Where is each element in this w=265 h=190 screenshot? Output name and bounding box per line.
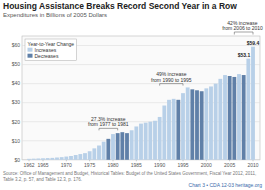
legend: Year-to-Year ChangeIncreasesDecreases bbox=[25, 39, 77, 61]
x-tick-label: 1990 bbox=[154, 162, 165, 168]
y-tick-label: $50 bbox=[12, 61, 21, 67]
bar bbox=[167, 100, 171, 160]
bar bbox=[232, 77, 236, 160]
bar bbox=[195, 90, 199, 160]
bar bbox=[120, 132, 124, 160]
x-tick-label: 1975 bbox=[84, 162, 95, 168]
x-tick-label: 2005 bbox=[224, 162, 235, 168]
bar bbox=[144, 123, 148, 160]
bar bbox=[214, 84, 218, 160]
bar bbox=[134, 126, 138, 159]
bar bbox=[186, 87, 190, 159]
bar bbox=[130, 130, 134, 160]
x-tick-label: 1995 bbox=[177, 162, 188, 168]
bar bbox=[36, 158, 40, 159]
title: Housing Assistance Breaks Record Second … bbox=[3, 1, 237, 11]
y-tick-label: $60 bbox=[12, 42, 21, 48]
bar bbox=[97, 146, 101, 160]
bar bbox=[162, 106, 166, 160]
y-tick-label: $30 bbox=[12, 99, 21, 105]
bar bbox=[176, 100, 180, 160]
annotation-bracket bbox=[234, 32, 253, 35]
bar bbox=[251, 47, 255, 160]
annotation-bracket bbox=[99, 128, 118, 130]
bar bbox=[200, 91, 204, 160]
bar bbox=[50, 158, 54, 160]
data-label: $53.1 bbox=[238, 52, 251, 58]
chart: Housing Assistance Breaks Record Second … bbox=[0, 0, 265, 190]
bar bbox=[148, 122, 152, 160]
bar bbox=[228, 76, 232, 160]
bar bbox=[102, 142, 106, 160]
data-label: $59.4 bbox=[247, 40, 260, 46]
x-tick-label: 1970 bbox=[61, 162, 72, 168]
bar bbox=[83, 153, 87, 160]
grid-line bbox=[22, 64, 260, 65]
bar bbox=[139, 124, 143, 160]
bar bbox=[190, 89, 194, 159]
bar bbox=[209, 86, 213, 159]
bar bbox=[237, 74, 241, 160]
bar bbox=[246, 59, 250, 160]
bar bbox=[218, 79, 222, 160]
bar bbox=[64, 157, 68, 160]
annotation-bracket bbox=[160, 84, 183, 86]
x-tick-label: 1965 bbox=[37, 162, 48, 168]
legend-box bbox=[25, 39, 77, 61]
y-tick-label: $40 bbox=[12, 80, 21, 86]
bar bbox=[27, 158, 31, 160]
y-tick-label: $10 bbox=[12, 138, 21, 144]
bar bbox=[158, 117, 162, 160]
bar bbox=[60, 157, 64, 160]
annotation: 49% increasefrom 1990 to 1995 bbox=[151, 71, 192, 83]
bar bbox=[106, 139, 110, 160]
bar bbox=[55, 158, 59, 160]
annotation: 42% increasefrom 2006 to 2010 bbox=[222, 20, 263, 32]
plot-frame bbox=[22, 36, 260, 160]
bar bbox=[125, 133, 129, 160]
footer: Chart 3 • CDA 12-03 heritage.org bbox=[189, 182, 263, 188]
source: Source: Office of Management and Budget,… bbox=[3, 171, 256, 181]
bar bbox=[172, 99, 176, 160]
x-tick-label: 2000 bbox=[201, 162, 212, 168]
bar bbox=[41, 158, 45, 160]
annotation: 27.3% increasefrom 1977 to 1981 bbox=[88, 116, 129, 128]
bar bbox=[46, 158, 50, 160]
subtitle: Expenditures in Billions of 2005 Dollars bbox=[3, 12, 107, 18]
bar bbox=[181, 93, 185, 160]
x-tick-label: 1980 bbox=[107, 162, 118, 168]
y-tick-label: $0 bbox=[14, 157, 20, 163]
bar bbox=[153, 121, 157, 160]
bar bbox=[74, 155, 78, 160]
bar bbox=[69, 156, 73, 160]
legend-label: Decreases bbox=[35, 53, 59, 59]
bar bbox=[116, 133, 120, 160]
bar bbox=[32, 159, 36, 160]
bar bbox=[92, 148, 96, 159]
legend-swatch bbox=[28, 54, 33, 58]
legend-swatch bbox=[28, 48, 33, 52]
bar bbox=[242, 75, 246, 160]
bar bbox=[204, 88, 208, 159]
x-tick-label: 1985 bbox=[131, 162, 142, 168]
bar bbox=[78, 154, 82, 160]
bar bbox=[111, 134, 115, 160]
y-tick-label: $20 bbox=[12, 119, 21, 125]
bar bbox=[88, 151, 92, 160]
x-tick-label: 2010 bbox=[247, 162, 258, 168]
x-tick-label: 1962 bbox=[23, 162, 34, 168]
bar bbox=[223, 75, 227, 160]
